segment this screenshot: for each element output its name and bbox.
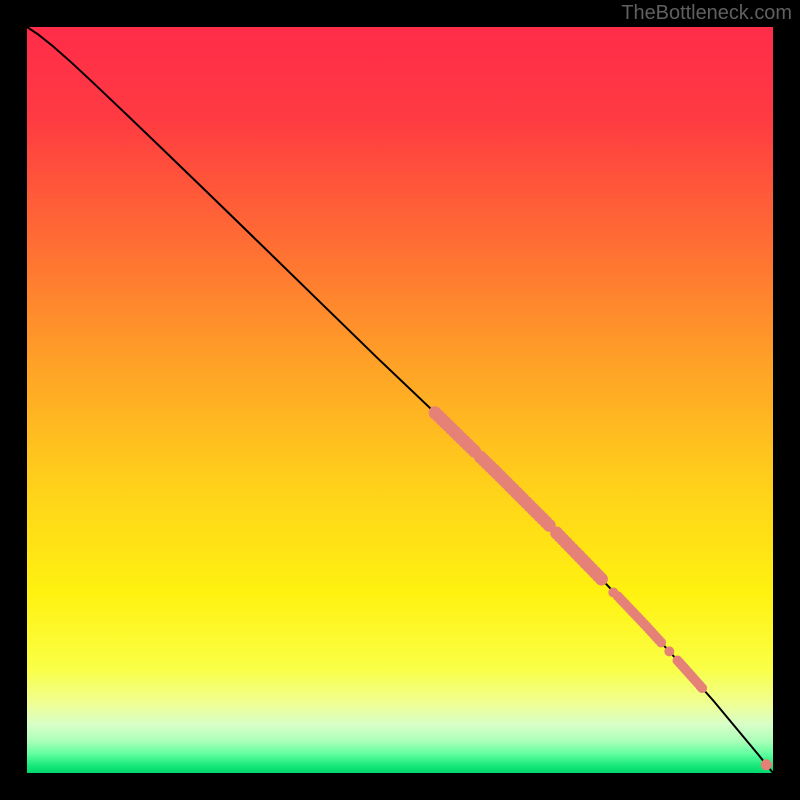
data-marker bbox=[656, 637, 666, 647]
data-marker bbox=[664, 646, 674, 656]
data-marker bbox=[595, 573, 608, 586]
plot-background bbox=[27, 27, 773, 773]
bottleneck-chart bbox=[0, 0, 800, 800]
data-marker bbox=[761, 759, 772, 770]
data-marker bbox=[697, 683, 707, 693]
attribution-label: TheBottleneck.com bbox=[621, 2, 792, 25]
data-marker bbox=[608, 587, 618, 597]
